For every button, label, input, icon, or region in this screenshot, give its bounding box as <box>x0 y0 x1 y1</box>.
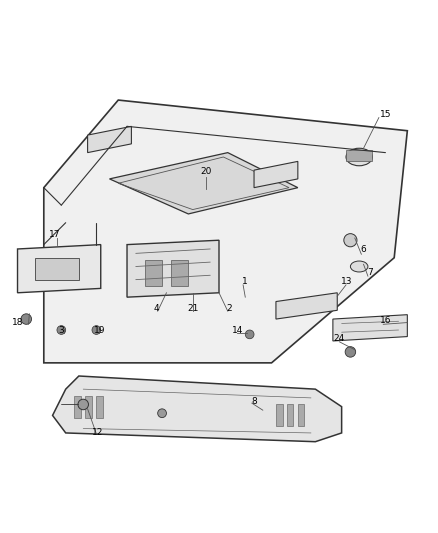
Text: 3: 3 <box>58 326 64 335</box>
Text: 13: 13 <box>341 277 353 286</box>
Circle shape <box>158 409 166 418</box>
Bar <box>145 260 162 286</box>
Polygon shape <box>110 152 298 214</box>
Text: 8: 8 <box>251 397 257 406</box>
Bar <box>287 405 293 426</box>
Circle shape <box>57 326 66 334</box>
Polygon shape <box>254 161 298 188</box>
Text: 1: 1 <box>241 277 247 286</box>
Ellipse shape <box>350 261 368 272</box>
Text: 4: 4 <box>153 304 159 313</box>
Bar <box>346 150 372 161</box>
Bar <box>74 395 81 418</box>
Bar <box>96 395 103 418</box>
Circle shape <box>344 233 357 247</box>
Text: 21: 21 <box>187 304 198 313</box>
Polygon shape <box>333 314 407 341</box>
Text: 14: 14 <box>232 326 243 335</box>
Text: 12: 12 <box>92 427 104 437</box>
Bar <box>298 405 304 426</box>
Polygon shape <box>44 100 407 363</box>
Polygon shape <box>276 293 337 319</box>
Text: 2: 2 <box>227 304 232 313</box>
Ellipse shape <box>346 148 372 166</box>
Text: 6: 6 <box>360 245 367 254</box>
Circle shape <box>78 399 88 410</box>
Bar <box>171 260 188 286</box>
Bar <box>85 395 92 418</box>
Text: 20: 20 <box>200 166 212 175</box>
Text: 7: 7 <box>367 268 373 277</box>
Text: 17: 17 <box>49 230 60 239</box>
Polygon shape <box>18 245 101 293</box>
Polygon shape <box>88 126 131 152</box>
Text: 19: 19 <box>94 326 106 335</box>
Polygon shape <box>35 258 79 280</box>
Text: 16: 16 <box>380 316 391 325</box>
Text: 15: 15 <box>380 110 391 118</box>
Text: 24: 24 <box>334 334 345 343</box>
Polygon shape <box>127 240 219 297</box>
Circle shape <box>92 326 101 334</box>
Circle shape <box>245 330 254 339</box>
Circle shape <box>345 346 356 357</box>
Bar <box>276 405 283 426</box>
Circle shape <box>21 314 32 324</box>
Text: 18: 18 <box>12 318 23 327</box>
Polygon shape <box>53 376 342 442</box>
